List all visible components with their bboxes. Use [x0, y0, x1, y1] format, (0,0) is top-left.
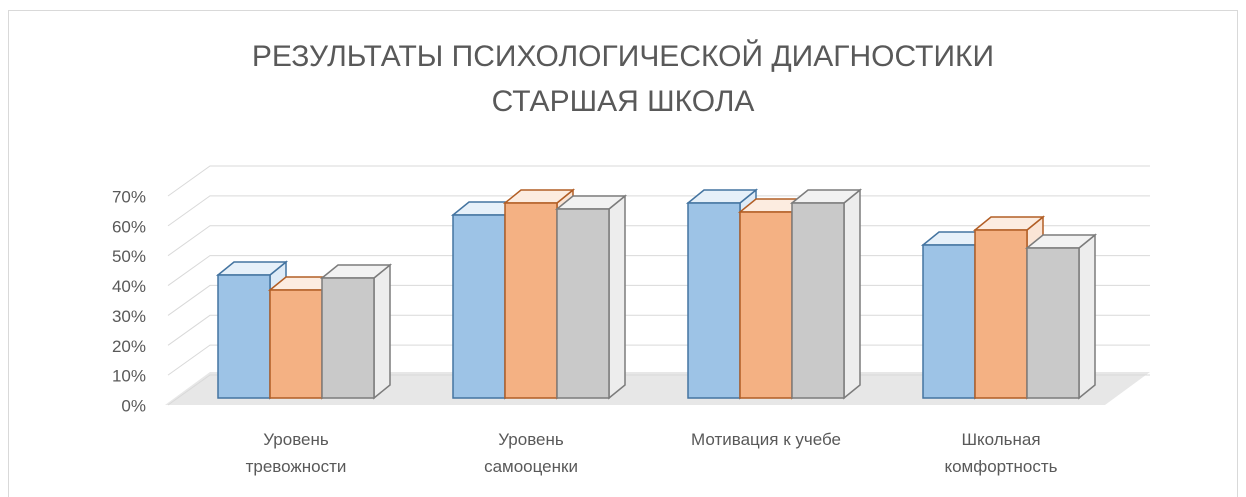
bar-side	[373, 263, 391, 400]
x-tick-label: Мотивация к учебе	[691, 430, 841, 449]
y-tick-label: 30%	[112, 307, 146, 326]
y-tick-label: 50%	[112, 247, 146, 266]
bar-front	[974, 229, 1028, 399]
bar-front	[922, 244, 976, 399]
y-tick-label: 0%	[121, 396, 146, 415]
bar	[1024, 233, 1098, 400]
bar-side	[1078, 233, 1096, 400]
bar-front	[687, 202, 741, 399]
bar-front	[1026, 247, 1080, 399]
y-tick-label: 40%	[112, 277, 146, 296]
bar-front	[269, 289, 323, 399]
bar-front	[217, 274, 271, 399]
grid-line	[167, 165, 1150, 197]
chart-title: РЕЗУЛЬТАТЫ ПСИХОЛОГИЧЕСКОЙ ДИАГНОСТИКИ	[252, 39, 994, 73]
y-tick-label: 60%	[112, 217, 146, 236]
x-tick-label: Уровень самооценки	[484, 430, 578, 476]
x-tick-label: Уровень тревожности	[245, 430, 347, 476]
bar-front	[791, 202, 845, 399]
bar	[789, 188, 863, 400]
y-tick-label: 10%	[112, 367, 146, 386]
chart-border	[8, 10, 1238, 497]
y-tick-label: 70%	[112, 187, 146, 206]
bar	[319, 263, 393, 400]
bar-front	[556, 208, 610, 399]
y-tick-label: 20%	[112, 337, 146, 356]
bar-front	[452, 214, 506, 399]
bar	[554, 194, 628, 400]
floor	[165, 372, 1150, 405]
bar-side	[608, 194, 626, 400]
bar-side	[843, 188, 861, 400]
bar-front	[739, 211, 793, 399]
chart-title: СТАРШАЯ ШКОЛА	[492, 85, 755, 118]
bar-front	[321, 277, 375, 399]
bar-front	[504, 202, 558, 399]
x-tick-label: Школьная комфортность	[944, 430, 1058, 476]
